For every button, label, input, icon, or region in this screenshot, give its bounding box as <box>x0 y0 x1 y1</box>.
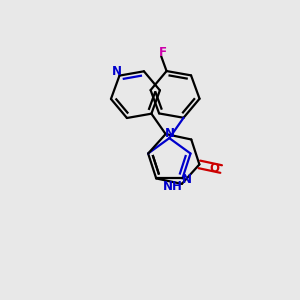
Text: N: N <box>182 173 192 186</box>
Text: N: N <box>112 65 122 78</box>
Text: NH: NH <box>162 180 182 193</box>
Text: N: N <box>165 127 175 140</box>
Text: F: F <box>159 46 167 59</box>
Text: O: O <box>210 162 220 175</box>
